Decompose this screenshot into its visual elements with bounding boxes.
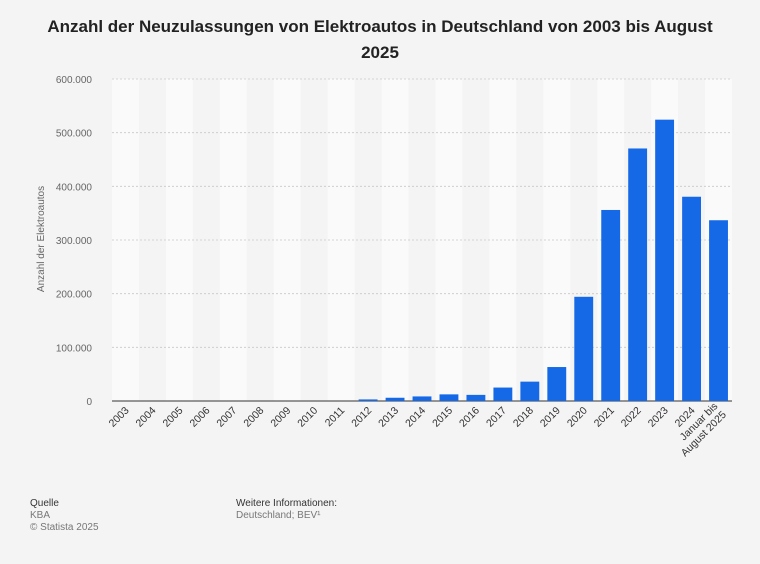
info-text: Deutschland; BEV¹ (236, 510, 321, 521)
copyright: © Statista 2025 (30, 522, 99, 533)
bar[interactable] (709, 220, 728, 401)
x-tick-label: 2018 (511, 405, 536, 430)
x-tick-label: 2005 (161, 405, 186, 430)
source-name: KBA (30, 510, 51, 521)
chart-title: Anzahl der Neuzulassungen von Elektroaut… (47, 17, 713, 62)
x-tick-label: Januar bisAugust 2025 (670, 400, 729, 459)
bar[interactable] (628, 148, 648, 401)
info-heading: Weitere Informationen: (236, 498, 337, 509)
bar[interactable] (385, 397, 405, 401)
y-axis-label: Anzahl der Elektroautos (36, 186, 47, 292)
y-tick-label: 600.000 (56, 75, 93, 86)
x-tick-label: 2012 (349, 405, 374, 430)
x-tick-label: 2022 (619, 405, 644, 430)
source-heading: Quelle (30, 498, 59, 509)
bar[interactable] (493, 387, 513, 401)
x-tick-labels: 2003 2004 2005 2006 2007 2008 2009 2010 2011 2012… (107, 400, 729, 459)
bar[interactable] (439, 394, 459, 401)
x-tick-label: 2009 (268, 405, 293, 430)
x-tick-label: 2016 (457, 405, 482, 430)
bar[interactable] (601, 209, 621, 401)
y-tick-label: 300.000 (56, 236, 93, 247)
x-tick-label: 2015 (430, 405, 455, 430)
x-tick-label: 2010 (295, 405, 320, 430)
x-tick-label: 2006 (187, 405, 212, 430)
x-tick-label: 2007 (214, 405, 239, 430)
x-tick-label: 2008 (241, 405, 266, 430)
bars (358, 119, 728, 402)
x-tick-label: 2011 (323, 405, 348, 430)
y-tick-label: 500.000 (56, 129, 93, 140)
y-tick-label: 400.000 (56, 182, 93, 193)
bar[interactable] (412, 396, 432, 401)
x-tick-label: 2023 (646, 405, 671, 430)
source-block: Quelle KBA © Statista 2025 (30, 498, 99, 534)
y-tick-label: 200.000 (56, 290, 93, 301)
info-block: Weitere Informationen: Deutschland; BEV¹ (236, 498, 337, 522)
x-tick-label: 2014 (403, 405, 428, 430)
bar[interactable] (547, 367, 567, 401)
x-tick-label: 2017 (484, 405, 509, 430)
bar[interactable] (574, 296, 594, 401)
bar[interactable] (466, 394, 486, 401)
bar[interactable] (358, 399, 378, 401)
y-tick-label: 0 (86, 397, 92, 408)
x-tick-label: 2003 (107, 405, 132, 430)
x-tick-label: 2019 (538, 405, 563, 430)
x-tick-label: 2013 (376, 405, 401, 430)
x-tick-label: 2021 (592, 405, 617, 430)
y-tick-labels: 0 100.000 200.000 300.000 400.000 500.000 600.… (56, 75, 93, 408)
bar[interactable] (682, 196, 701, 401)
x-tick-label: 2020 (565, 405, 590, 430)
bar[interactable] (655, 119, 675, 402)
x-tick-label: 2004 (134, 405, 159, 430)
bar[interactable] (520, 381, 540, 401)
y-tick-label: 100.000 (56, 343, 93, 354)
